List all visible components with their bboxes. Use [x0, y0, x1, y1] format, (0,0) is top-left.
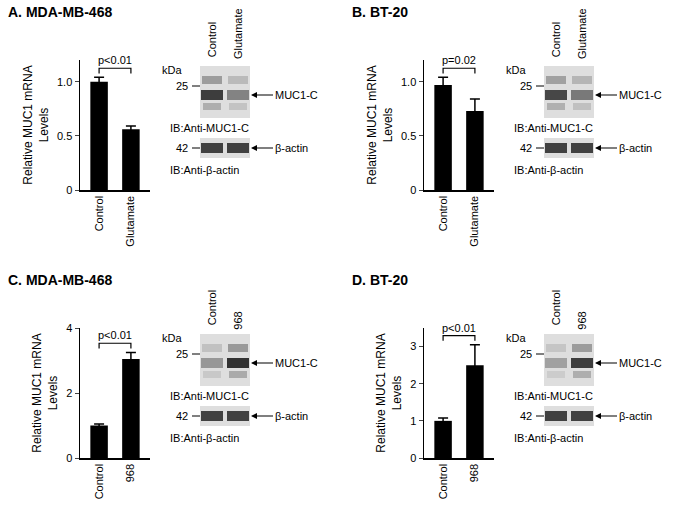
svg-text:MUC1-C: MUC1-C — [275, 357, 318, 369]
svg-text:42: 42 — [520, 142, 532, 154]
svg-text:IB:Anti-MUC1-C: IB:Anti-MUC1-C — [514, 122, 593, 134]
svg-text:Control: Control — [93, 196, 105, 231]
svg-text:p<0.01: p<0.01 — [98, 54, 132, 66]
svg-text:0: 0 — [66, 452, 72, 464]
svg-text:IB:Anti-MUC1-C: IB:Anti-MUC1-C — [514, 390, 593, 402]
svg-text:p<0.01: p<0.01 — [442, 322, 476, 334]
svg-text:β-actin: β-actin — [275, 410, 308, 422]
svg-text:42: 42 — [176, 142, 188, 154]
svg-text:25: 25 — [520, 348, 532, 360]
svg-text:Glutamate: Glutamate — [232, 8, 244, 59]
svg-text:β-actin: β-actin — [619, 410, 652, 422]
svg-text:p=0.02: p=0.02 — [442, 54, 476, 66]
svg-text:β-actin: β-actin — [619, 142, 652, 154]
svg-text:kDa: kDa — [506, 332, 526, 344]
svg-text:C. MDA-MB-468: C. MDA-MB-468 — [8, 272, 112, 288]
svg-text:Relative MUC1 mRNALevels: Relative MUC1 mRNALevels — [21, 65, 51, 184]
svg-text:25: 25 — [520, 80, 532, 92]
svg-text:968: 968 — [232, 311, 244, 329]
svg-text:IB:Anti-β-actin: IB:Anti-β-actin — [170, 432, 239, 444]
svg-text:IB:Anti-β-actin: IB:Anti-β-actin — [514, 164, 583, 176]
svg-text:1.0: 1.0 — [57, 76, 72, 88]
svg-text:3: 3 — [410, 340, 416, 352]
svg-text:2: 2 — [66, 387, 72, 399]
svg-text:Control: Control — [437, 464, 449, 499]
svg-text:IB:Anti-MUC1-C: IB:Anti-MUC1-C — [170, 390, 249, 402]
svg-text:Control: Control — [550, 290, 562, 325]
svg-text:968: 968 — [576, 311, 588, 329]
svg-text:Glutamate: Glutamate — [576, 8, 588, 59]
svg-text:4: 4 — [66, 322, 72, 334]
svg-text:MUC1-C: MUC1-C — [619, 357, 662, 369]
svg-text:0.5: 0.5 — [401, 130, 416, 142]
svg-text:kDa: kDa — [506, 64, 526, 76]
svg-text:A. MDA-MB-468: A. MDA-MB-468 — [8, 4, 112, 20]
svg-text:25: 25 — [176, 348, 188, 360]
svg-text:Relative MUC1 mRNALevels: Relative MUC1 mRNALevels — [30, 333, 60, 452]
svg-text:β-actin: β-actin — [275, 142, 308, 154]
svg-text:Control: Control — [93, 464, 105, 499]
svg-text:MUC1-C: MUC1-C — [275, 89, 318, 101]
svg-text:IB:Anti-MUC1-C: IB:Anti-MUC1-C — [170, 122, 249, 134]
svg-text:IB:Anti-β-actin: IB:Anti-β-actin — [170, 164, 239, 176]
svg-text:kDa: kDa — [162, 332, 182, 344]
svg-text:968: 968 — [124, 464, 136, 482]
svg-text:Glutamate: Glutamate — [468, 196, 480, 247]
svg-text:0: 0 — [410, 184, 416, 196]
svg-text:25: 25 — [176, 80, 188, 92]
svg-text:Relative MUC1 mRNALevels: Relative MUC1 mRNALevels — [374, 333, 404, 452]
svg-text:0: 0 — [66, 184, 72, 196]
svg-text:Glutamate: Glutamate — [124, 196, 136, 247]
svg-text:p<0.01: p<0.01 — [98, 329, 132, 341]
svg-text:0.5: 0.5 — [57, 130, 72, 142]
svg-text:968: 968 — [468, 464, 480, 482]
svg-text:B. BT-20: B. BT-20 — [352, 4, 408, 20]
svg-text:Control: Control — [550, 22, 562, 57]
svg-text:kDa: kDa — [162, 64, 182, 76]
svg-text:1.0: 1.0 — [401, 76, 416, 88]
svg-text:Relative MUC1 mRNALevels: Relative MUC1 mRNALevels — [365, 65, 395, 184]
svg-text:2: 2 — [410, 378, 416, 390]
svg-text:D. BT-20: D. BT-20 — [352, 272, 408, 288]
svg-text:MUC1-C: MUC1-C — [619, 89, 662, 101]
svg-text:0: 0 — [410, 452, 416, 464]
svg-text:Control: Control — [206, 290, 218, 325]
svg-text:42: 42 — [520, 410, 532, 422]
svg-text:Control: Control — [437, 196, 449, 231]
svg-text:IB:Anti-β-actin: IB:Anti-β-actin — [514, 432, 583, 444]
svg-text:42: 42 — [176, 410, 188, 422]
svg-text:Control: Control — [206, 22, 218, 57]
svg-text:1: 1 — [410, 415, 416, 427]
